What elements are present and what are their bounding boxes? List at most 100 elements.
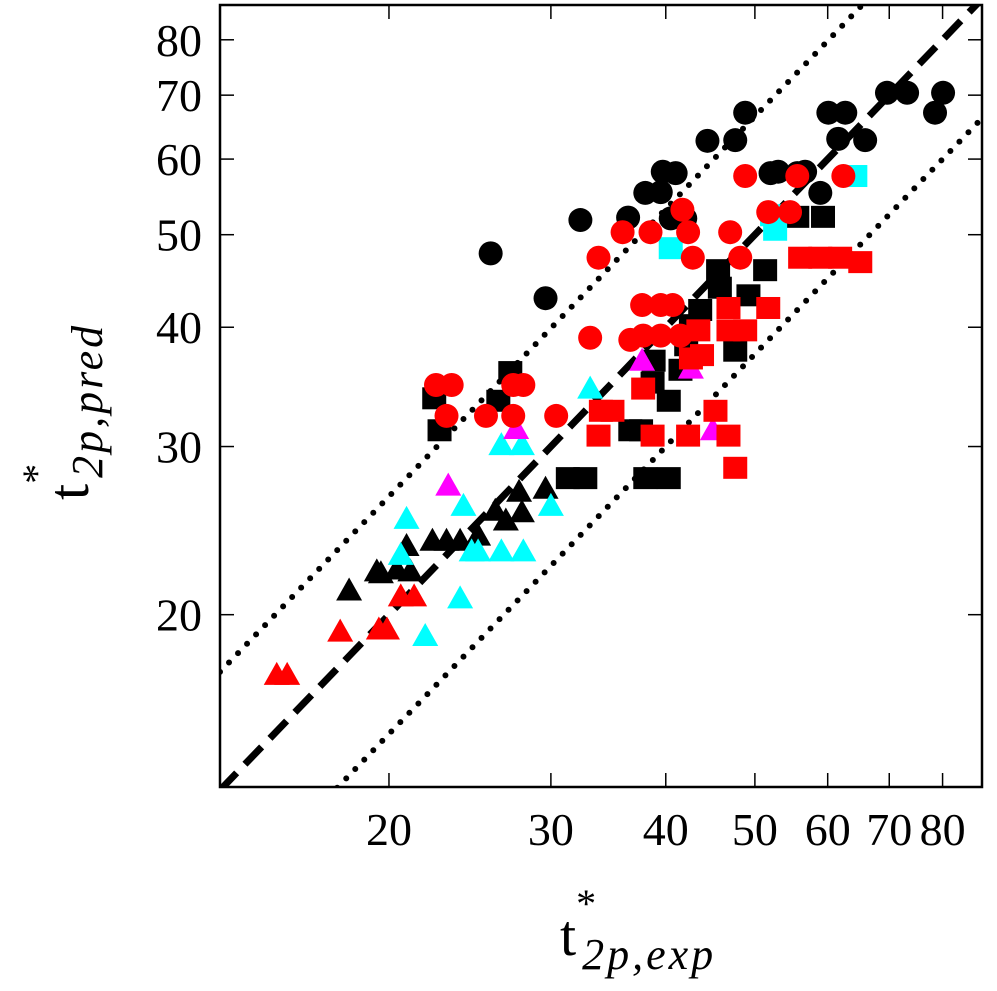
point: [393, 505, 420, 529]
point: [506, 478, 533, 502]
point: [473, 403, 498, 428]
point: [723, 339, 748, 362]
point: [848, 251, 873, 274]
point: [756, 200, 781, 225]
point: [686, 319, 711, 342]
point: [532, 475, 559, 499]
point: [578, 325, 603, 350]
point: [434, 403, 459, 428]
point: [736, 284, 761, 307]
y-tick-label: 70: [156, 70, 202, 121]
point: [680, 245, 705, 270]
point: [373, 616, 400, 640]
point: [568, 208, 593, 233]
x-tick-label: 70: [866, 804, 912, 855]
point: [367, 560, 394, 584]
point: [707, 276, 732, 299]
y-tick-label: 50: [156, 210, 202, 261]
x-axis-label: t* 2p,exp: [560, 881, 716, 979]
point: [508, 499, 535, 523]
point: [831, 164, 856, 189]
point: [577, 375, 604, 399]
x-tick-label: 40: [643, 804, 689, 855]
point: [733, 319, 758, 342]
reference-line: [220, 5, 981, 787]
y-tick-label: 80: [156, 15, 202, 66]
x-tick-label: 30: [528, 804, 574, 855]
point: [447, 585, 474, 609]
point: [695, 128, 720, 153]
point: [753, 259, 778, 282]
x-label-sup: *: [576, 881, 596, 926]
x-tick-label: 60: [805, 804, 851, 855]
plot-frame: [218, 3, 984, 789]
point: [676, 424, 701, 447]
point: [327, 618, 354, 642]
point: [660, 293, 685, 318]
point: [676, 220, 701, 245]
point: [663, 161, 688, 186]
point: [492, 507, 519, 531]
point: [816, 100, 841, 125]
y-axis-label: t*2p,pred: [14, 323, 112, 500]
point: [688, 298, 713, 321]
point: [808, 180, 833, 205]
point: [573, 467, 598, 490]
point: [788, 246, 813, 269]
point: [778, 200, 803, 225]
x-tick-label: 20: [366, 804, 412, 855]
point: [586, 245, 611, 270]
point: [853, 128, 878, 153]
point: [716, 296, 741, 319]
y-tick-label: 40: [156, 302, 202, 353]
point: [630, 293, 655, 318]
y-tick-label: 60: [156, 134, 202, 185]
point: [533, 286, 558, 311]
point: [874, 80, 899, 105]
point: [478, 241, 503, 266]
point: [629, 347, 656, 371]
point: [511, 372, 536, 397]
point: [723, 456, 748, 479]
point: [723, 128, 748, 153]
point: [501, 403, 526, 428]
point: [766, 159, 791, 184]
point: [716, 424, 741, 447]
point: [633, 467, 658, 490]
y-label-sub: 2p,pred: [63, 323, 112, 478]
point: [401, 583, 428, 607]
point: [488, 432, 515, 456]
point: [336, 577, 363, 601]
point: [631, 377, 656, 400]
point: [439, 372, 464, 397]
point: [508, 432, 535, 456]
point: [703, 399, 728, 422]
x-label-base: t: [560, 903, 576, 968]
point: [931, 80, 956, 105]
point: [640, 424, 665, 447]
point: [811, 205, 836, 228]
point: [648, 323, 673, 348]
point: [450, 492, 477, 516]
point: [412, 622, 439, 646]
plot-area: [220, 5, 982, 787]
point: [756, 296, 781, 319]
point: [537, 492, 564, 516]
point: [895, 80, 920, 105]
point: [435, 472, 462, 496]
y-label-base: t: [36, 484, 101, 500]
point: [586, 424, 611, 447]
point: [728, 245, 753, 270]
point: [600, 399, 625, 422]
point: [610, 220, 635, 245]
point: [808, 246, 833, 269]
point: [826, 126, 851, 151]
point: [733, 100, 758, 125]
point: [670, 197, 695, 222]
x-tick-label: 80: [920, 804, 966, 855]
point: [828, 246, 853, 269]
point: [690, 344, 715, 367]
point: [618, 327, 643, 352]
point: [510, 538, 537, 562]
